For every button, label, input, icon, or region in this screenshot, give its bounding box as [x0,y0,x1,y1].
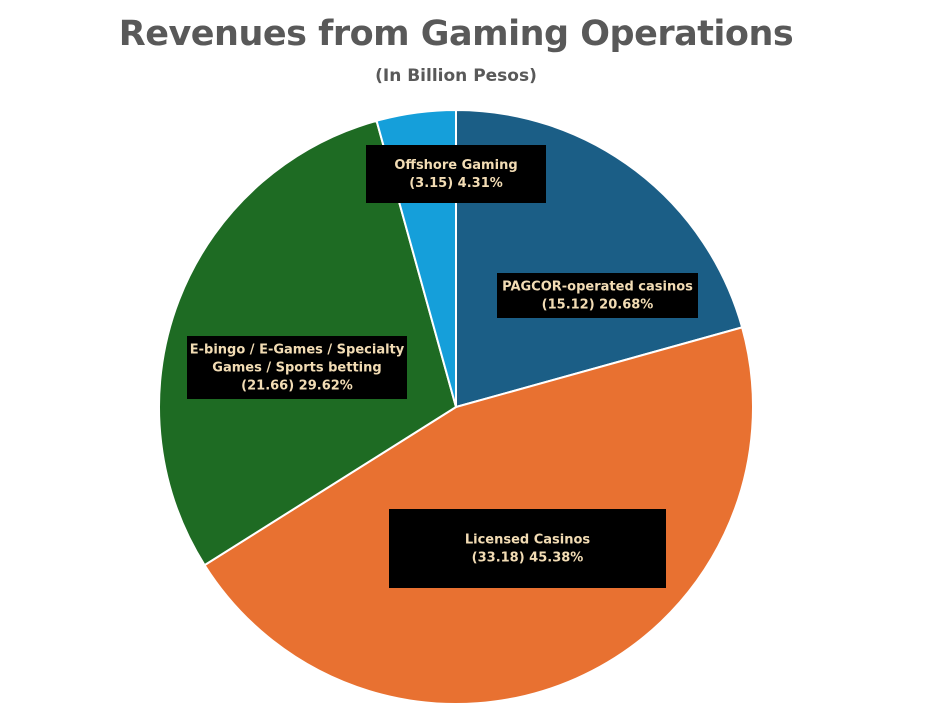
chart-title: Revenues from Gaming Operations [118,14,794,54]
data-label-line: (21.66) 29.62% [241,379,353,394]
data-label-line: (3.15) 4.31% [409,176,503,191]
data-label-line: PAGCOR-operated casinos [502,280,693,295]
data-label-offshore-gaming: Offshore Gaming (3.15) 4.31% [366,145,546,203]
pie-labels: PAGCOR-operated casinos (15.12) 20.68% Lic… [187,145,698,588]
data-label-line: Offshore Gaming [394,158,517,173]
data-label-e-bingo-e-games-specialty-games-sports-betting: E-bingo / E-Games / Specialty Games / Spo… [187,336,407,399]
data-label-line: Games / Sports betting [212,361,381,376]
data-label-pagcor-operated-casinos: PAGCOR-operated casinos (15.12) 20.68% [497,273,698,318]
data-label-licensed-casinos: Licensed Casinos (33.18) 45.38% [389,509,666,588]
data-label-line: E-bingo / E-Games / Specialty [190,343,405,358]
data-label-box [366,145,546,203]
data-label-line: (15.12) 20.68% [542,298,654,313]
data-label-box [389,509,666,588]
data-label-box [187,336,407,399]
data-label-line: (33.18) 45.38% [472,551,584,566]
data-label-box [497,273,698,318]
chart-subtitle: (In Billion Pesos) [375,66,537,86]
data-label-line: Licensed Casinos [465,533,591,548]
